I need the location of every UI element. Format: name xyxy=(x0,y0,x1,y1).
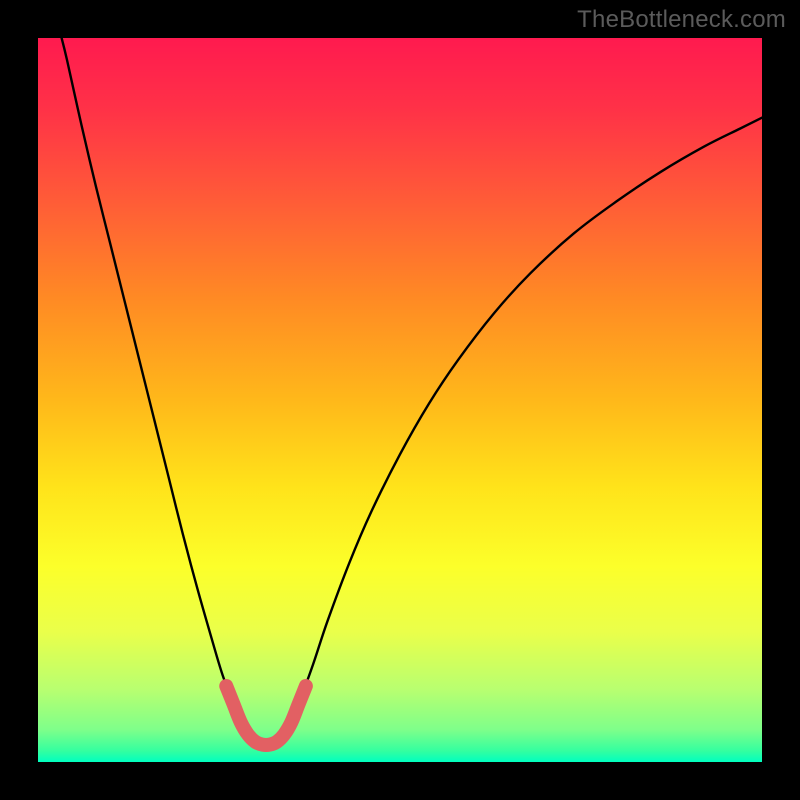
chart-container: TheBottleneck.com xyxy=(0,0,800,800)
watermark-text: TheBottleneck.com xyxy=(577,6,786,34)
plot-background xyxy=(38,38,762,762)
bottleneck-chart xyxy=(0,0,800,800)
